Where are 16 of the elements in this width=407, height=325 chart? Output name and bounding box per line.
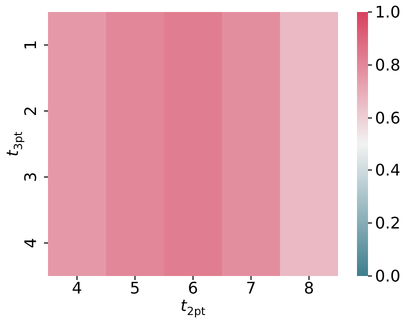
- x-tick-label: 7: [246, 278, 256, 298]
- color-bar-label: 0.2: [375, 214, 400, 233]
- y-tick-label: 1: [21, 40, 40, 50]
- x-tick-label: 6: [188, 278, 198, 298]
- x-tick-label: 8: [304, 278, 314, 298]
- x-tick-label: 5: [130, 278, 140, 298]
- x-axis-title: t$_{2pt}$: [180, 296, 206, 318]
- color-bar-label: 1.0: [375, 2, 400, 22]
- y-tick-label: 4: [21, 238, 40, 248]
- y-tick-label: 2: [21, 106, 40, 116]
- color-bar-label: 0.8: [375, 55, 400, 74]
- y-tick-label: 3: [21, 172, 40, 182]
- color-bar-label: 0.6: [375, 108, 400, 128]
- x-tick-label: 4: [72, 278, 82, 298]
- color-bar-label: 0.4: [375, 160, 400, 180]
- color-bar-label: 0.0: [375, 266, 400, 286]
